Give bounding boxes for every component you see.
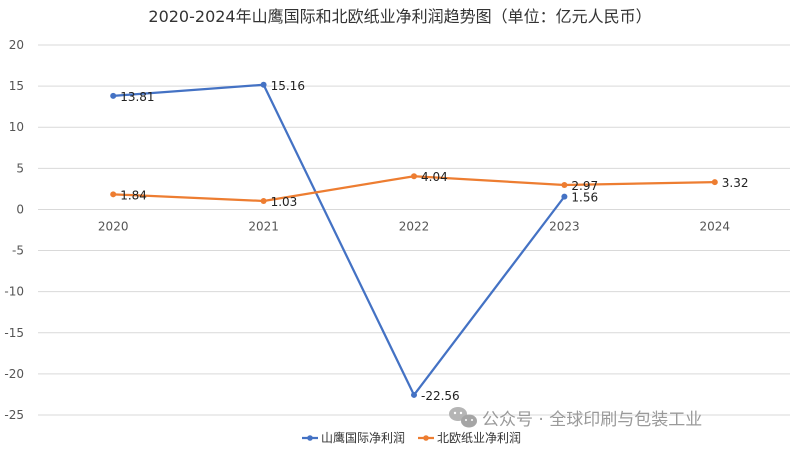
y-tick-label: 20 [9,38,24,52]
data-label: -22.56 [421,389,460,403]
data-label: 1.56 [571,191,598,205]
data-label: 4.04 [421,170,448,184]
legend-marker [423,435,429,441]
data-point [561,193,568,200]
data-point [411,173,417,180]
wechat-icon [449,407,477,428]
data-labels: 13.81 15.16 -22.56 1.56 1.84 1.03 4.04 2.97 3.32 [120,79,748,403]
y-tick-label: -20 [4,367,24,381]
x-tick-label: 2020 [98,219,129,233]
watermark: 公众号 · 全球印刷与包装工业 [449,407,702,430]
y-tick-label: 10 [9,120,24,134]
x-axis-ticks: 2020 2021 2022 2023 2024 [98,219,730,233]
data-point [110,191,117,198]
x-tick-label: 2023 [549,219,580,233]
y-tick-label: -5 [12,244,24,258]
data-label: 13.81 [120,90,154,104]
data-point [411,391,417,398]
series-group [110,81,718,398]
data-label: 3.32 [722,176,749,190]
data-point [561,182,568,189]
legend-label: 山鹰国际净利润 [321,430,405,445]
grid-lines [38,44,790,416]
legend-label: 北欧纸业净利润 [437,431,521,445]
x-tick-label: 2024 [700,219,731,233]
chart-title: 2020-2024年山鹰国际和北欧纸业净利润趋势图（单位：亿元人民币） [148,7,651,26]
data-point [711,179,718,186]
y-tick-label: 15 [9,79,24,93]
data-point [260,81,267,88]
legend: 山鹰国际净利润 北欧纸业净利润 [302,430,521,445]
y-tick-label: -15 [4,326,24,340]
data-label: 2.97 [571,179,598,193]
y-tick-label: 0 [16,202,24,216]
y-tick-label: -25 [4,408,24,422]
watermark-text: 公众号 · 全球印刷与包装工业 [482,410,702,430]
data-label: 1.84 [120,188,147,202]
y-tick-label: 5 [16,161,24,175]
x-tick-label: 2022 [399,219,430,233]
data-point [110,92,117,99]
series-line [112,83,566,397]
y-tick-label: -10 [4,285,24,299]
y-axis-ticks: 20 15 10 5 0 -5 -10 -15 -20 -25 [4,38,24,422]
data-label: 15.16 [271,79,305,93]
legend-marker [307,435,313,441]
data-label: 1.03 [271,195,298,209]
series-line [112,175,716,203]
data-point [260,197,267,204]
x-tick-label: 2021 [248,219,279,233]
